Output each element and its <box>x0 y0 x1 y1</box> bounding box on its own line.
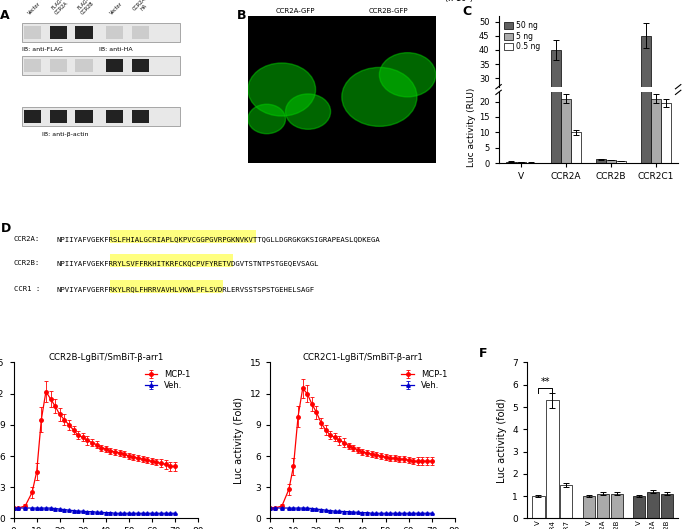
Bar <box>516 162 526 163</box>
Bar <box>526 162 536 163</box>
FancyBboxPatch shape <box>110 254 233 267</box>
Text: **: ** <box>540 377 550 387</box>
Text: FLAG-
CCR2A: FLAG- CCR2A <box>50 0 70 16</box>
Bar <box>75 26 92 40</box>
Circle shape <box>286 94 331 129</box>
Bar <box>75 59 92 72</box>
Bar <box>551 50 561 163</box>
Text: CCR2A-
HA: CCR2A- HA <box>132 0 153 16</box>
Bar <box>546 400 558 518</box>
Bar <box>660 103 671 163</box>
Text: NPVIYAFVGERFRKYLRQLFHRRVAVHLVKWLPFLSVDRLERVSSTSPSTGEHELSAGF: NPVIYAFVGERFRKYLRQLFHRRVAVHLVKWLPFLSVDRL… <box>57 286 315 292</box>
Bar <box>532 496 545 518</box>
Bar <box>506 162 516 163</box>
Text: Vector: Vector <box>27 1 42 16</box>
Bar <box>50 59 67 72</box>
Bar <box>596 160 606 163</box>
Bar <box>342 16 436 163</box>
Text: F: F <box>479 347 488 360</box>
Bar <box>106 110 123 123</box>
Bar <box>106 59 123 72</box>
Bar <box>641 35 651 163</box>
Bar <box>561 98 571 163</box>
Text: (x 10³): (x 10³) <box>445 0 473 3</box>
Bar <box>651 98 660 163</box>
Bar <box>661 494 673 518</box>
Text: CCR1 :: CCR1 : <box>14 286 40 292</box>
Legend: MCP-1, Veh.: MCP-1, Veh. <box>398 367 450 393</box>
Bar <box>616 161 625 163</box>
Bar <box>571 132 581 163</box>
Bar <box>132 110 149 123</box>
Y-axis label: Luc activity (Fold): Luc activity (Fold) <box>234 397 245 484</box>
Bar <box>606 160 616 163</box>
Text: CCR2A-GFP: CCR2A-GFP <box>275 8 314 14</box>
Legend: 50 ng, 5 ng, 0.5 ng: 50 ng, 5 ng, 0.5 ng <box>502 20 542 53</box>
Bar <box>23 107 180 126</box>
Bar <box>616 161 625 163</box>
Bar <box>660 108 671 163</box>
Text: IB: anti-β-actin: IB: anti-β-actin <box>42 132 88 137</box>
Bar <box>248 16 342 163</box>
Bar <box>551 40 561 163</box>
Bar <box>606 160 616 163</box>
Bar <box>132 26 149 40</box>
Bar <box>647 491 659 518</box>
Text: CCR2B-GFP: CCR2B-GFP <box>369 8 408 14</box>
Y-axis label: Luc activity (RLU): Luc activity (RLU) <box>467 88 476 168</box>
FancyBboxPatch shape <box>110 230 256 243</box>
Circle shape <box>248 63 316 116</box>
Bar <box>651 104 660 163</box>
Title: CCR2B-LgBiT/SmBiT-β-arr1: CCR2B-LgBiT/SmBiT-β-arr1 <box>48 353 164 362</box>
Bar <box>75 110 92 123</box>
Bar <box>50 26 67 40</box>
FancyBboxPatch shape <box>110 280 223 293</box>
Bar <box>596 159 606 163</box>
Text: IB: anti-FLAG: IB: anti-FLAG <box>23 47 63 52</box>
Bar <box>560 485 573 518</box>
Bar <box>526 162 536 163</box>
Bar <box>132 59 149 72</box>
Bar <box>106 26 123 40</box>
Text: IB: anti-HA: IB: anti-HA <box>99 47 133 52</box>
Bar <box>516 162 526 163</box>
Bar <box>50 110 67 123</box>
Text: NPIIYAFVGEKFRSLFHIALGCRIAPLQKPVCGGPGVRPGKNVKVTTQGLLDGRGKGKSIGRAPEASLQDKEGA: NPIIYAFVGEKFRSLFHIALGCRIAPLQKPVCGGPGVRPG… <box>57 236 381 242</box>
Bar <box>23 56 180 75</box>
Circle shape <box>379 53 436 97</box>
Legend: MCP-1, Veh.: MCP-1, Veh. <box>141 367 194 393</box>
Bar <box>506 162 516 163</box>
Bar <box>597 494 609 518</box>
Bar <box>24 26 41 40</box>
Text: Vector: Vector <box>109 1 124 16</box>
Bar <box>561 104 571 163</box>
Text: B: B <box>237 8 246 22</box>
Bar <box>633 496 645 518</box>
Bar <box>24 110 41 123</box>
Bar <box>582 496 595 518</box>
Bar <box>610 494 623 518</box>
Title: CCR2C1-LgBiT/SmBiT-β-arr1: CCR2C1-LgBiT/SmBiT-β-arr1 <box>302 353 423 362</box>
Text: D: D <box>1 222 11 235</box>
Y-axis label: Luc activity (fold): Luc activity (fold) <box>497 398 507 483</box>
Bar <box>641 25 651 163</box>
Text: C: C <box>462 5 472 18</box>
Bar <box>24 59 41 72</box>
Text: CCR2A:: CCR2A: <box>14 236 40 242</box>
Text: CCR2B:: CCR2B: <box>14 260 40 267</box>
Text: A: A <box>0 8 10 22</box>
Text: NPIIYAFVGEKFRRYLSVFFRKHITKRFCKQCPVFYRETVDGVTSTNTPSTGEQEVSAGL: NPIIYAFVGEKFRRYLSVFFRKHITKRFCKQCPVFYRETV… <box>57 260 319 267</box>
Circle shape <box>248 104 286 134</box>
Bar <box>23 23 180 42</box>
Circle shape <box>342 67 417 126</box>
Bar <box>571 135 581 163</box>
Text: FLAG-
CCR2B: FLAG- CCR2B <box>76 0 95 16</box>
